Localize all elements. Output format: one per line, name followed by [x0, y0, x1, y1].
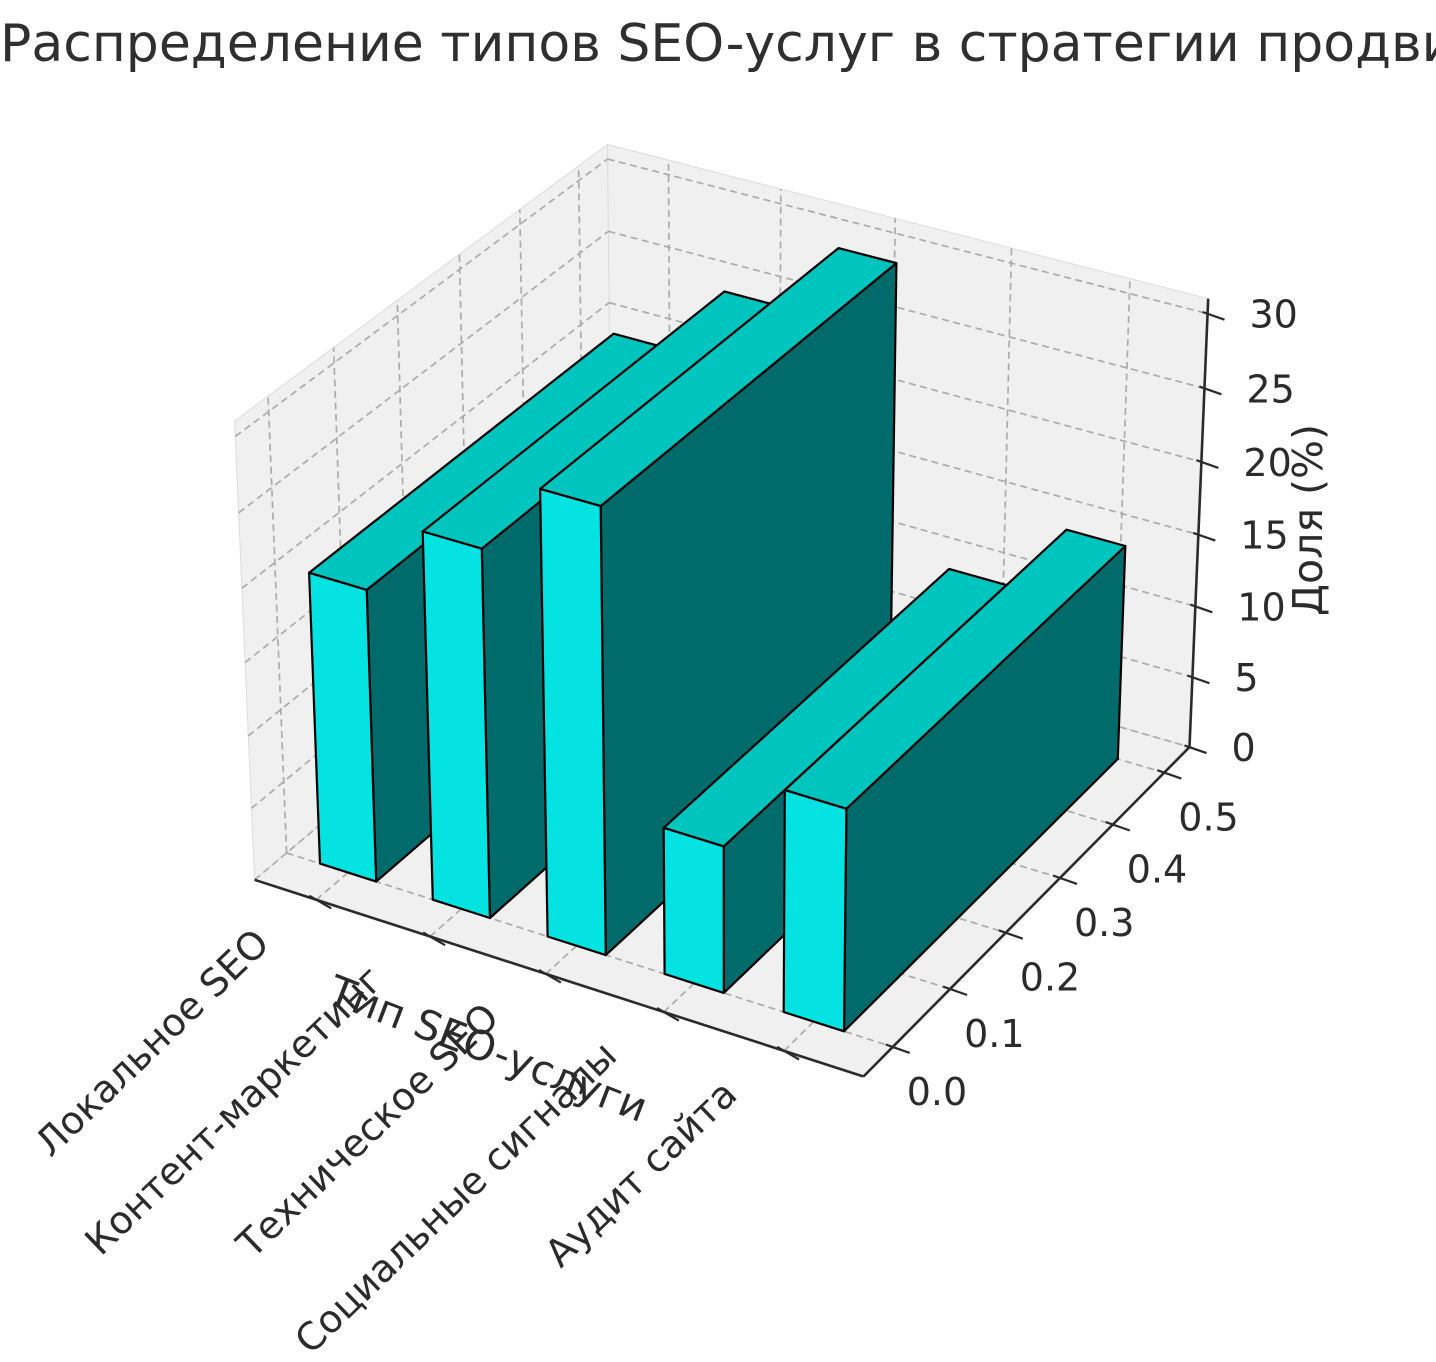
z-tick-label: 20 — [1243, 441, 1291, 485]
chart-ticks — [308, 310, 1225, 1061]
y-tick-mark — [942, 985, 968, 997]
x-tick-mark — [656, 1007, 680, 1022]
bar-face-front — [662, 826, 725, 995]
y-tick-label: 0.0 — [907, 1070, 967, 1114]
z-tick-label: 25 — [1246, 367, 1294, 411]
y-tick-mark — [1156, 769, 1182, 780]
x-tick-mark — [422, 931, 446, 947]
left-wall-grid-z — [234, 158, 609, 438]
y-axis-line — [862, 746, 1191, 1078]
z-tick-mark — [1184, 744, 1207, 755]
left-wall-grid-z — [241, 301, 610, 589]
bar-face-front — [421, 530, 491, 920]
x-tick-mark — [538, 968, 562, 984]
y-tick-mark — [1052, 874, 1078, 885]
y-tick-label: 0.2 — [1020, 956, 1080, 1000]
chart-bars — [308, 247, 1127, 1033]
back-wall-grid-z — [611, 510, 1193, 679]
z-tick-label: 15 — [1240, 514, 1288, 558]
bar-2 — [538, 247, 898, 957]
left-wall-grid-y — [267, 396, 288, 853]
back-wall-grid-z — [608, 301, 1202, 463]
z-tick-label: 0 — [1232, 726, 1256, 770]
y-tick-mark — [885, 1043, 911, 1054]
chart-title: Распределение типов SEO-услуг в стратеги… — [0, 14, 1436, 74]
z-tick-label: 10 — [1237, 585, 1285, 629]
x-axis-line — [254, 878, 864, 1078]
z-tick-mark — [1192, 531, 1216, 542]
z-tick-label: 30 — [1250, 293, 1298, 337]
y-tick-label: 0.3 — [1074, 901, 1134, 945]
back-wall-grid-z — [609, 372, 1199, 536]
back-wall-grid-z — [610, 441, 1196, 608]
z-axis-line — [1188, 298, 1210, 748]
y-tick-label: 0.1 — [964, 1012, 1024, 1056]
y-tick-label: 0.5 — [1178, 796, 1238, 840]
y-tick-mark — [1105, 821, 1131, 832]
y-tick-mark — [998, 929, 1024, 940]
z-tick-mark — [1199, 385, 1222, 396]
y-tick-label: 0.4 — [1127, 848, 1187, 892]
z-tick-mark — [1189, 603, 1213, 614]
z-tick-mark — [1187, 674, 1210, 685]
z-tick-label: 5 — [1234, 656, 1258, 700]
chart-axes — [254, 298, 1210, 1078]
bar-face-front — [782, 788, 848, 1033]
z-tick-mark — [1196, 459, 1219, 469]
left-wall-grid-z — [238, 230, 609, 514]
bar-face-front — [308, 571, 378, 883]
bar-4 — [782, 528, 1127, 1033]
bar-face-front — [538, 487, 607, 957]
z-tick-mark — [1202, 310, 1225, 321]
z-axis-title: Доля (%) — [1284, 424, 1332, 616]
x-tick-mark — [776, 1045, 800, 1061]
x-tick-mark — [308, 894, 332, 910]
